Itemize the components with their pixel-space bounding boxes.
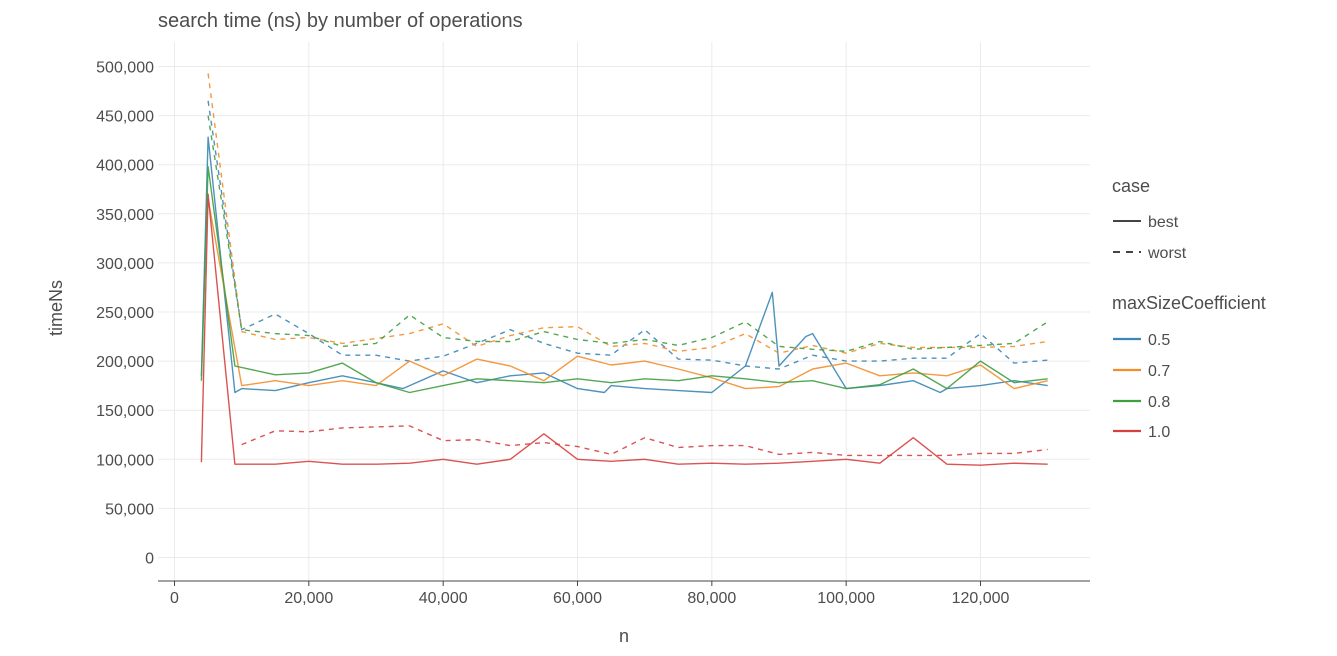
y-axis-ticks: 0 50,000 100,000 150,000 200,000 250,000 300,0… bbox=[96, 60, 154, 568]
y-tick-label: 50,000 bbox=[105, 501, 154, 518]
y-tick-label: 0 bbox=[145, 551, 154, 568]
x-tick-label: 40,000 bbox=[419, 590, 468, 607]
x-tick-label: 0 bbox=[170, 590, 179, 607]
x-tick-label: 100,000 bbox=[817, 590, 875, 607]
series-line-0.5-worst bbox=[207, 100, 1048, 370]
chart-title: search time (ns) by number of operations bbox=[158, 10, 523, 32]
x-tick-label: 60,000 bbox=[553, 590, 602, 607]
legend-max-size-coefficient: maxSizeCoefficient 0.5 0.7 0.8 1.0 bbox=[1112, 293, 1266, 441]
x-axis-ticks: 0 20,000 40,000 60,000 80,000 100,000 120,000 bbox=[170, 581, 1010, 607]
series-line-1.0-best bbox=[200, 193, 1048, 466]
y-tick-label: 300,000 bbox=[96, 256, 154, 273]
x-tick-label: 120,000 bbox=[952, 590, 1010, 607]
legend-label-worst: worst bbox=[1147, 245, 1187, 262]
y-tick-label: 100,000 bbox=[96, 452, 154, 469]
y-axis-title: timeNs bbox=[46, 280, 66, 336]
x-tick-label: 80,000 bbox=[687, 590, 736, 607]
legend-label-0.5: 0.5 bbox=[1148, 332, 1170, 349]
y-tick-label: 400,000 bbox=[96, 158, 154, 175]
series-line-0.7-best bbox=[207, 198, 1048, 390]
x-tick-label: 20,000 bbox=[284, 590, 333, 607]
legend-case-title: case bbox=[1112, 176, 1150, 196]
grid-lines bbox=[158, 42, 1090, 581]
x-axis-title: n bbox=[619, 626, 629, 646]
y-tick-label: 200,000 bbox=[96, 354, 154, 371]
legend-case: case best worst bbox=[1112, 176, 1187, 262]
series-line-0.8-best bbox=[200, 165, 1048, 394]
series-line-0.8-worst bbox=[207, 115, 1049, 352]
legend-label-best: best bbox=[1148, 214, 1179, 231]
series-line-1.0-worst bbox=[241, 425, 1048, 457]
y-tick-label: 450,000 bbox=[96, 109, 154, 126]
y-tick-label: 150,000 bbox=[96, 403, 154, 420]
legend-label-0.7: 0.7 bbox=[1148, 363, 1170, 380]
y-tick-label: 350,000 bbox=[96, 207, 154, 224]
legend-label-0.8: 0.8 bbox=[1148, 394, 1170, 411]
legend-label-1.0: 1.0 bbox=[1148, 424, 1170, 441]
y-tick-label: 500,000 bbox=[96, 60, 154, 77]
series-line-0.5-best bbox=[200, 136, 1048, 394]
legend-coefficient-title: maxSizeCoefficient bbox=[1112, 293, 1266, 313]
series-lines bbox=[200, 73, 1049, 466]
y-tick-label: 250,000 bbox=[96, 305, 154, 322]
